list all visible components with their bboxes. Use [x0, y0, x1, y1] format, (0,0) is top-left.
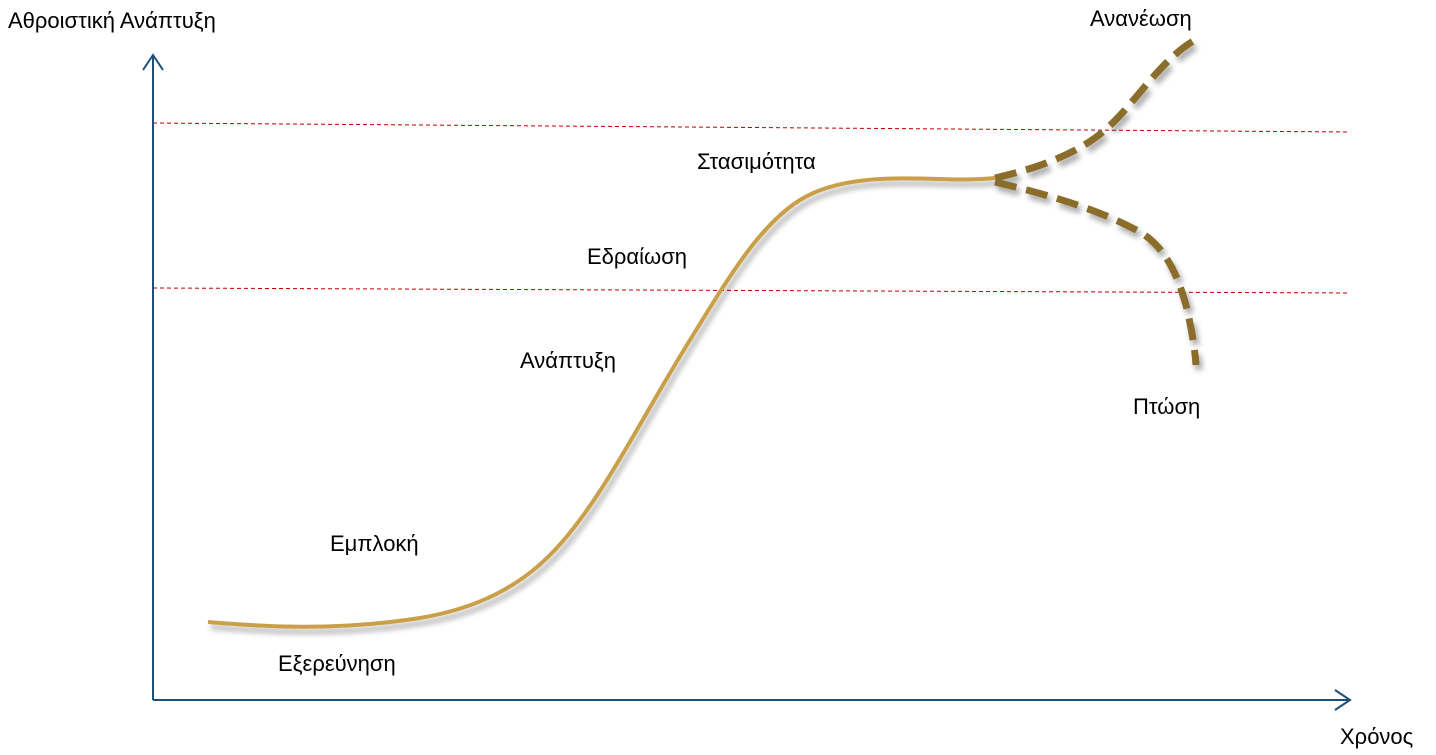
- renewal-curve: [994, 36, 1197, 182]
- x-axis-arrow: [1334, 689, 1352, 711]
- stage-label: Εδραίωση: [587, 244, 687, 269]
- stage-label: Εμπλοκή: [330, 531, 419, 556]
- stage-label: Στασιμότητα: [697, 149, 816, 174]
- y-axis-arrow: [142, 53, 164, 71]
- x-axis-label: Χρόνος: [1340, 724, 1413, 749]
- stage-label: Εξερεύνηση: [278, 651, 396, 676]
- stage-label: Πτώση: [1133, 394, 1200, 419]
- decline-curve: [994, 178, 1200, 366]
- stage-label: Ανανέωση: [1090, 6, 1192, 31]
- life-cycle-curve: [207, 176, 996, 629]
- stage-label: Ανάπτυξη: [520, 348, 616, 373]
- y-axis-label: Αθροιστική Ανάπτυξη: [8, 8, 216, 33]
- threshold-line: [152, 122, 1351, 133]
- threshold-line: [152, 287, 1351, 294]
